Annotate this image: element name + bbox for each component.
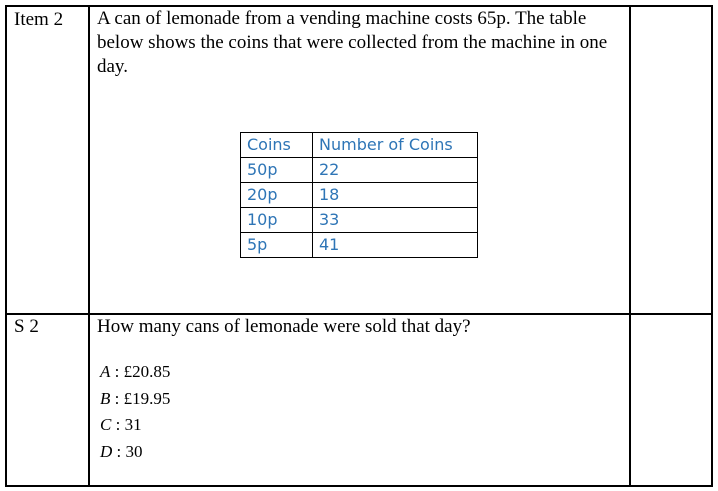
count-cell: 22 [312, 157, 478, 183]
coins-table: Coins Number of Coins 50p 22 20p 18 10p 33 … [240, 132, 478, 258]
option-letter: C [100, 415, 112, 434]
option-b[interactable]: B : £19.95 [100, 389, 171, 408]
option-value: 31 [124, 415, 142, 434]
option-a[interactable]: A : £20.85 [100, 362, 171, 381]
coin-cell: 50p [240, 157, 313, 183]
option-letter: A [100, 362, 111, 381]
option-letter: B [100, 389, 111, 408]
question-label: S 2 [14, 316, 39, 337]
header-number: Number of Coins [312, 132, 478, 158]
coin-cell: 10p [240, 207, 313, 233]
header-coins: Coins [240, 132, 313, 158]
option-value: 30 [125, 442, 143, 461]
outer-border-right [711, 5, 713, 486]
outer-border-top [5, 5, 713, 7]
option-letter: D [100, 442, 113, 461]
table-row: 50p 22 [240, 157, 478, 183]
row-divider [5, 313, 713, 315]
column-divider-2 [629, 5, 631, 486]
option-d[interactable]: D : 30 [100, 442, 143, 461]
column-divider-1 [88, 5, 90, 486]
coin-cell: 5p [240, 232, 313, 258]
option-value: £20.85 [123, 362, 171, 381]
table-row: 5p 41 [240, 232, 478, 258]
outer-border-left [5, 5, 7, 486]
option-value: £19.95 [123, 389, 171, 408]
table-row: 10p 33 [240, 207, 478, 233]
item-label: Item 2 [14, 9, 64, 30]
question-text: How many cans of lemonade were sold that… [97, 316, 471, 337]
count-cell: 33 [312, 207, 478, 233]
item-text: A can of lemonade from a vending machine… [97, 8, 608, 77]
count-cell: 41 [312, 232, 478, 258]
option-c[interactable]: C : 31 [100, 415, 142, 434]
coin-cell: 20p [240, 182, 313, 208]
table-header-row: Coins Number of Coins [240, 132, 478, 158]
table-row: 20p 18 [240, 182, 478, 208]
count-cell: 18 [312, 182, 478, 208]
outer-border-bottom [5, 485, 713, 487]
